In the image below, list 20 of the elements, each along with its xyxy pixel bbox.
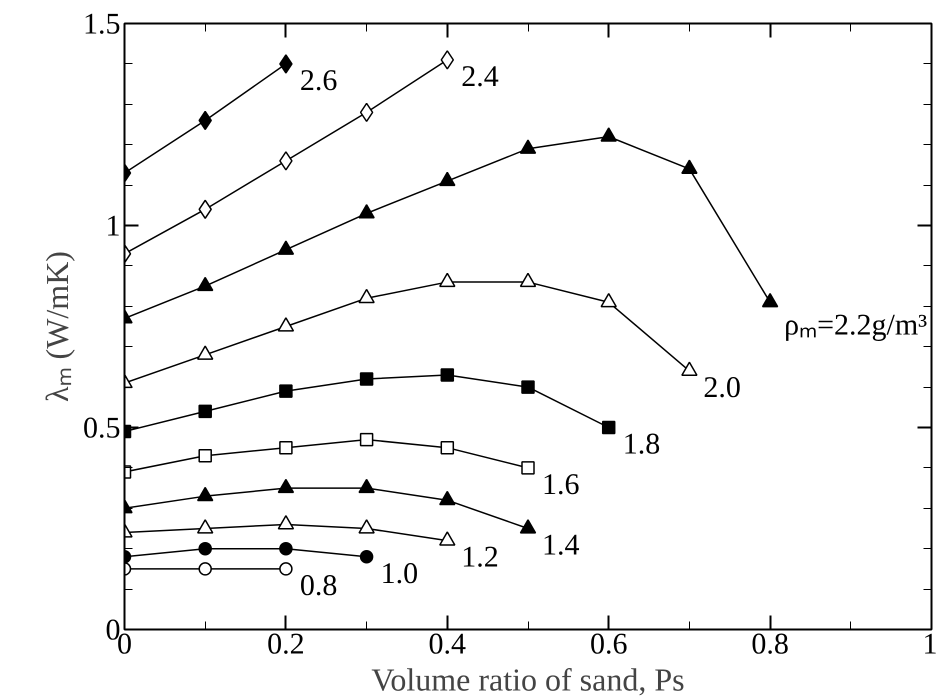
x-tick-label: 1 (922, 628, 937, 660)
x-tick-label: 0.6 (590, 628, 628, 660)
y-tick-label: 0.5 (83, 412, 120, 444)
annotation: 0.8 (300, 568, 338, 602)
annotation: 1.8 (622, 428, 660, 460)
annotation: 1.4 (542, 528, 580, 562)
annotation: 1.6 (542, 468, 580, 501)
x-tick-label: 0.2 (267, 628, 305, 660)
annotation: 2.4 (461, 60, 499, 93)
annotation: 1.2 (461, 540, 499, 574)
annotation: 1.0 (380, 556, 418, 590)
y-axis-title: λₘ (W/mK) (39, 251, 75, 402)
annotation: ρₘ=2.2g/m³ (784, 308, 928, 342)
y-tick-label: 1.5 (83, 8, 120, 40)
y-tick-label: 1 (106, 210, 120, 242)
annotation: 2.6 (300, 64, 338, 97)
annotation: 2.0 (703, 370, 741, 404)
x-tick-label: 0.4 (428, 628, 466, 660)
x-tick-label: 0.8 (751, 628, 789, 660)
x-axis-title: Volume ratio of sand, Ps (371, 662, 685, 698)
